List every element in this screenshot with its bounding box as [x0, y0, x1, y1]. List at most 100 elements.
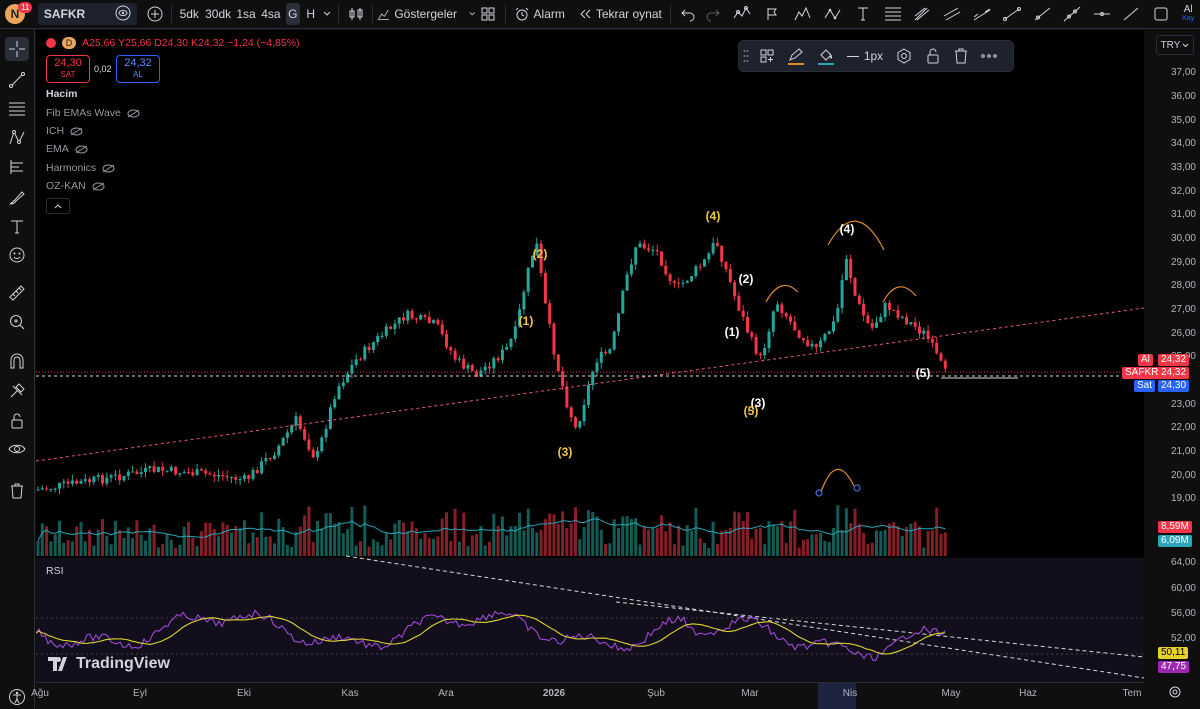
- candle-body: [423, 315, 427, 317]
- more-options-icon[interactable]: [975, 41, 1003, 71]
- time-axis[interactable]: Ağu Eyl Eki Kas Ara 2026 Şub Mar Nis May…: [31, 682, 1144, 709]
- eye-hidden-icon: [92, 182, 105, 190]
- indicator-row-harmonics[interactable]: Harmonics: [46, 162, 115, 174]
- price-chart-canvas[interactable]: [36, 30, 1144, 682]
- volume-bar: [376, 541, 380, 556]
- timeframe-1sa[interactable]: 1sa: [236, 7, 256, 21]
- undo-icon[interactable]: [675, 0, 701, 28]
- diagonal-line-icon[interactable]: [1117, 0, 1147, 28]
- candle-type-icon[interactable]: [343, 0, 369, 28]
- indicator-row-ozkan[interactable]: OZ-KAN: [46, 180, 105, 192]
- indicator-row-ema[interactable]: EMA: [46, 143, 88, 155]
- rectangle-icon[interactable]: [1146, 0, 1176, 28]
- lock-icon[interactable]: [919, 41, 947, 71]
- indicator-row-fib[interactable]: Fib EMAs Wave: [46, 107, 140, 119]
- trash-icon[interactable]: [5, 479, 29, 503]
- alarm-button[interactable]: Alarm: [510, 0, 568, 28]
- candle-body: [389, 326, 393, 330]
- eye-icon[interactable]: [115, 5, 131, 24]
- fib-tool-icon[interactable]: [5, 97, 29, 121]
- lock-drawings-icon[interactable]: [5, 379, 29, 403]
- horizontal-line-icon[interactable]: [1087, 0, 1117, 28]
- flag-pattern-icon[interactable]: [758, 0, 788, 28]
- drag-handle-icon[interactable]: [739, 41, 753, 71]
- timeframe-4sa[interactable]: 4sa: [261, 7, 281, 21]
- regression-icon[interactable]: [967, 0, 997, 28]
- trash-icon[interactable]: [947, 41, 975, 71]
- buy-button[interactable]: 24,32 AL: [116, 55, 160, 83]
- accessibility-icon[interactable]: [5, 685, 29, 709]
- timeframe-H[interactable]: H: [306, 7, 316, 21]
- currency-label: TRY: [1160, 39, 1181, 51]
- volume-bar: [307, 506, 311, 556]
- trend-line-icon[interactable]: [997, 0, 1027, 28]
- trendline-tool-icon[interactable]: [5, 68, 29, 92]
- volume-bar: [694, 507, 698, 556]
- timeframe-30dk[interactable]: 30dk: [205, 7, 232, 21]
- symbol-label: SAFKR: [43, 7, 86, 21]
- ray-icon[interactable]: [1027, 0, 1057, 28]
- zoom-in-icon[interactable]: [5, 310, 29, 334]
- user-avatar[interactable]: N 11: [0, 0, 33, 28]
- price-axis[interactable]: TRY 37,00 36,00 35,00 34,00 33,00 32,00 …: [1122, 30, 1200, 708]
- collapse-legend-button[interactable]: [46, 198, 70, 214]
- template-icon[interactable]: [753, 41, 781, 71]
- elliott-wave-icon[interactable]: [788, 0, 818, 28]
- settings-gear-icon[interactable]: [1168, 685, 1182, 702]
- pitchfork-icon[interactable]: [908, 0, 938, 28]
- magnet-icon[interactable]: [5, 349, 29, 373]
- settings-icon[interactable]: [889, 41, 919, 71]
- extended-line-icon[interactable]: [1057, 0, 1087, 28]
- candle-body: [728, 269, 732, 283]
- indicator-row-ich[interactable]: ICH: [46, 125, 83, 137]
- candle-body: [144, 468, 147, 473]
- pattern-tool-icon[interactable]: [5, 126, 29, 150]
- redo-icon[interactable]: [700, 0, 726, 28]
- lock-icon[interactable]: [5, 409, 29, 433]
- parallel-channel-icon[interactable]: [937, 0, 967, 28]
- currency-selector[interactable]: TRY: [1156, 35, 1194, 55]
- drawing-pattern-icon[interactable]: [726, 0, 758, 28]
- line-sample-icon: [846, 55, 859, 57]
- forecast-tool-icon[interactable]: [5, 155, 29, 179]
- volume-bar: [750, 538, 754, 556]
- volume-bar: [819, 532, 823, 556]
- indicators-button[interactable]: Göstergeler: [377, 0, 475, 28]
- timeframe-G[interactable]: G: [285, 3, 300, 25]
- volume-bar: [208, 522, 212, 556]
- volume-tag: 8,59M: [1158, 521, 1192, 533]
- sell-button[interactable]: 24,30 SAT: [46, 55, 90, 83]
- zigzag-icon[interactable]: [818, 0, 848, 28]
- line-width-button[interactable]: 1px: [841, 41, 889, 71]
- ruler-icon[interactable]: [5, 281, 29, 305]
- buy-button-cut[interactable]: Al Kay: [1176, 0, 1200, 28]
- timeframe-5dk[interactable]: 5dk: [179, 7, 199, 21]
- emoji-icon[interactable]: [5, 243, 29, 267]
- compare-add-icon[interactable]: [143, 0, 167, 28]
- text-tool-icon[interactable]: [5, 215, 29, 239]
- volume-bar: [316, 520, 319, 556]
- replay-button[interactable]: Tekrar oynat: [574, 0, 666, 28]
- volume-bar: [483, 545, 487, 556]
- chevron-down-icon[interactable]: [320, 0, 334, 28]
- candle-body: [225, 476, 229, 478]
- symbol-search[interactable]: SAFKR: [37, 3, 138, 25]
- volume-bar: [711, 521, 715, 556]
- fib-levels-icon[interactable]: [878, 0, 908, 28]
- candle-body: [264, 458, 268, 462]
- line-color-button[interactable]: [781, 41, 811, 71]
- brush-tool-icon[interactable]: [5, 185, 29, 209]
- price-tick: 21,00: [1170, 446, 1196, 457]
- time-tick: 2026: [542, 688, 566, 699]
- volume-bar: [380, 545, 384, 556]
- candle-body: [862, 303, 866, 316]
- text-tool-icon[interactable]: [848, 0, 878, 28]
- volume-bar: [40, 523, 44, 556]
- hide-drawings-icon[interactable]: [5, 437, 29, 461]
- crosshair-icon[interactable]: [5, 37, 29, 61]
- fill-color-button[interactable]: [811, 41, 841, 71]
- volume-bar: [83, 541, 87, 556]
- templates-icon[interactable]: [475, 0, 501, 28]
- volume-bar: [918, 526, 921, 556]
- volume-bar: [724, 530, 728, 556]
